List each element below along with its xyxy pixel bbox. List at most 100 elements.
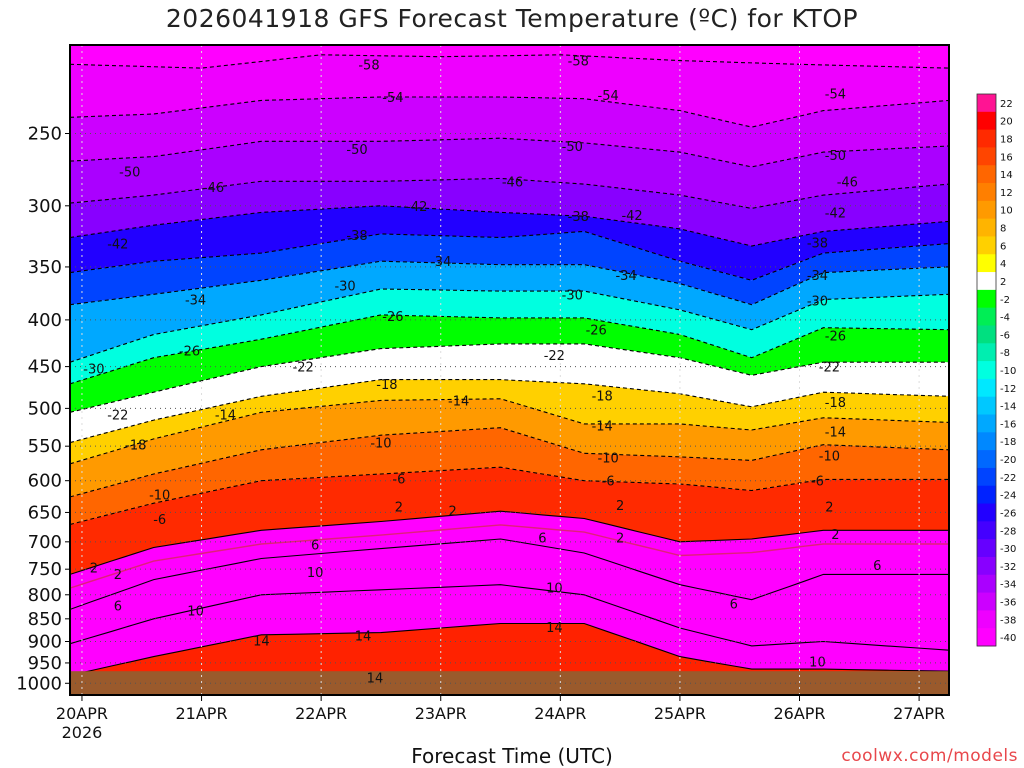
colorbar-label: 22 xyxy=(1000,99,1013,110)
x-axis-label: Forecast Time (UTC) xyxy=(411,744,613,768)
colorbar-swatch xyxy=(977,610,996,629)
y-tick-label: 400 xyxy=(28,310,62,331)
band--46 xyxy=(70,138,949,209)
chart-title: 2026041918 GFS Forecast Temperature (ºC)… xyxy=(165,4,859,33)
colorbar-label: -32 xyxy=(1000,562,1016,573)
contour-label: 14 xyxy=(367,671,384,686)
contour-label: -50 xyxy=(825,149,846,164)
temperature-color-bands xyxy=(70,45,949,695)
colorbar-swatch xyxy=(977,236,996,255)
colorbar-swatch xyxy=(977,574,996,594)
y-tick-label: 300 xyxy=(28,196,62,217)
colorbar-swatch xyxy=(977,485,996,505)
contour-label: -6 xyxy=(811,475,824,490)
colorbar-swatch xyxy=(977,343,996,362)
contour-label: 2 xyxy=(395,500,403,515)
isotherm-line--14 xyxy=(70,398,949,465)
colorbar-swatch xyxy=(977,289,996,309)
contour-label: -18 xyxy=(376,378,397,393)
colorbar-label: -30 xyxy=(1000,544,1016,555)
contour-label: -34 xyxy=(430,255,451,270)
contour-label: -14 xyxy=(825,425,846,440)
colorbar-swatch xyxy=(977,556,996,576)
x-tick-label: 22APR xyxy=(295,704,347,723)
y-tick-label: 550 xyxy=(28,436,62,457)
band--18 xyxy=(70,343,949,443)
y-tick-label: 750 xyxy=(28,559,62,580)
contour-label: -18 xyxy=(125,439,146,454)
band--42 xyxy=(70,178,949,246)
contour-label: 6 xyxy=(538,531,546,546)
band--14 xyxy=(70,379,949,464)
x-tick-sublabel: 2026 xyxy=(62,723,103,742)
contour-label: 2 xyxy=(616,531,624,546)
contour-label: -26 xyxy=(179,344,200,359)
contour-label: -30 xyxy=(334,280,355,295)
contour-label: -58 xyxy=(358,58,379,73)
credit-link-text[interactable]: coolwx.com/models xyxy=(841,746,1018,766)
colorbar-swatch xyxy=(977,200,996,220)
band--22 xyxy=(70,314,949,413)
isotherm-line-6 xyxy=(70,538,949,610)
contour-label: -22 xyxy=(107,409,128,424)
contour-label: -50 xyxy=(562,140,583,155)
x-tick-label: 21APR xyxy=(176,704,228,723)
contour-label: -14 xyxy=(215,409,236,424)
y-tick-label: 500 xyxy=(28,398,62,419)
colorbar-label: -40 xyxy=(1000,633,1016,644)
contour-label: -46 xyxy=(502,175,523,190)
y-tick-label: 600 xyxy=(28,471,62,492)
band--10 xyxy=(70,398,949,497)
contour-label: -38 xyxy=(568,210,589,225)
contour-label: -34 xyxy=(185,294,206,309)
colorbar-label: -2 xyxy=(1000,295,1010,306)
isotherm-line-10 xyxy=(70,584,949,651)
colorbar-label: 2 xyxy=(1000,277,1006,288)
y-axis-pressure-ticks: 2503003504004505005506006507007508008509… xyxy=(16,123,70,694)
colorbar-label: -34 xyxy=(1000,580,1016,591)
contour-label: -42 xyxy=(825,206,846,221)
x-tick-label: 26APR xyxy=(773,704,825,723)
contour-label: -6 xyxy=(153,513,166,528)
band--26 xyxy=(70,289,949,384)
colorbar-label: -16 xyxy=(1000,419,1016,430)
colorbar-swatch xyxy=(977,94,996,113)
colorbar-label: 8 xyxy=(1000,224,1006,235)
contour-label: -30 xyxy=(562,288,583,303)
contour-label: 2 xyxy=(616,499,624,514)
band--54 xyxy=(70,54,949,128)
contour-label: 2 xyxy=(114,568,122,583)
contour-label: -26 xyxy=(825,329,846,344)
colorbar-swatch xyxy=(977,129,996,148)
colorbar-label: -8 xyxy=(1000,348,1010,359)
colorbar-label: -6 xyxy=(1000,330,1010,341)
contour-label: 2 xyxy=(825,500,833,515)
colorbar-swatch xyxy=(977,414,996,433)
band-14 xyxy=(70,584,949,676)
colorbar-swatch xyxy=(977,396,996,416)
x-tick-label: 23APR xyxy=(415,704,467,723)
contour-labels: -58 -58 -54 -54 -54 -50 -50 -50 -50 -46 -46 -46 -42 -… xyxy=(83,55,881,687)
band-10 xyxy=(70,539,949,651)
colorbar-label: 14 xyxy=(1000,170,1013,181)
contour-label: -38 xyxy=(807,236,828,251)
contour-label: 14 xyxy=(253,635,270,650)
contour-label: 6 xyxy=(114,600,122,615)
contour-label: -50 xyxy=(119,165,140,180)
isotherm-line--34 xyxy=(70,260,949,306)
y-tick-label: 850 xyxy=(28,609,62,630)
contour-label: 2 xyxy=(831,528,839,543)
colorbar-label: -28 xyxy=(1000,526,1016,537)
contour-label: -18 xyxy=(825,396,846,411)
isotherm-lines xyxy=(70,54,949,676)
isotherm-line--22 xyxy=(70,343,949,413)
contour-label: 6 xyxy=(873,559,881,574)
colorbar-label: -22 xyxy=(1000,473,1016,484)
band--38 xyxy=(70,205,949,281)
band-2 xyxy=(70,467,949,575)
colorbar-swatch xyxy=(977,539,996,558)
band-6 xyxy=(70,511,949,610)
y-tick-label: 900 xyxy=(28,631,62,652)
